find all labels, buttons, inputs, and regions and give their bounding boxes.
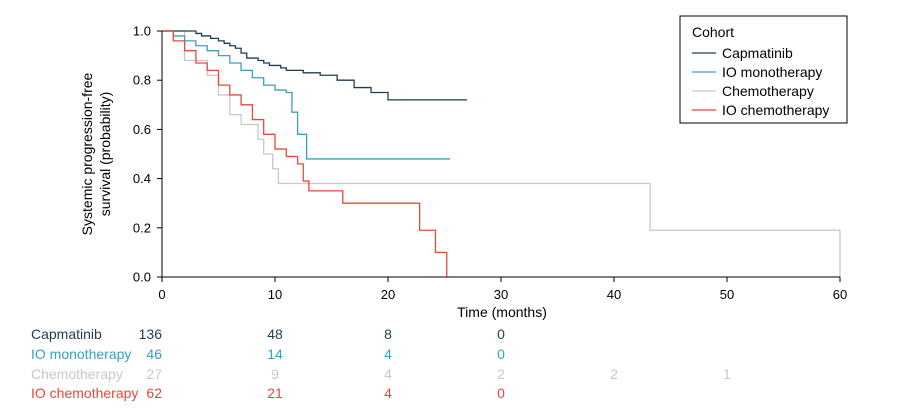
x-tick-label: 50 (720, 287, 734, 302)
legend: Cohort Capmatinib IO monotherapy Chemothera… (679, 15, 848, 124)
risk-count: 0 (497, 326, 505, 342)
x-tick-label: 30 (494, 287, 508, 302)
axes: 0 10 20 30 40 50 60 0.0 0.2 0.4 0.6 0.8 1.0 Time (mon… (79, 24, 847, 321)
legend-box (679, 15, 848, 124)
legend-entry-label: IO chemotherapy (722, 102, 829, 118)
risk-count: 14 (267, 346, 283, 362)
risk-count: 46 (146, 346, 162, 362)
x-axis-title: Time (months) (457, 304, 547, 320)
risk-count: 62 (146, 385, 162, 401)
y-tick-label: 0.4 (133, 171, 151, 186)
risk-count: 27 (146, 366, 162, 382)
risk-row-label: IO chemotherapy (31, 385, 138, 401)
risk-count: 136 (139, 326, 163, 342)
risk-row-label: IO monotherapy (31, 346, 131, 362)
curve-io-monotherapy (162, 30, 451, 160)
y-axis-title-line2: survival (probability) (97, 92, 113, 216)
x-tick-label: 40 (607, 287, 621, 302)
x-tick-label: 20 (381, 287, 395, 302)
risk-count: 4 (384, 385, 392, 401)
risk-count: 48 (267, 326, 283, 342)
risk-row-label: Capmatinib (31, 326, 102, 342)
legend-entry-label: IO monotherapy (722, 64, 822, 80)
risk-row-label: Chemotherapy (31, 366, 123, 382)
y-tick-label: 0.6 (133, 122, 151, 137)
y-tick-label: 0.0 (133, 270, 151, 285)
curve-capmatinib (162, 30, 468, 101)
x-tick-label: 10 (268, 287, 282, 302)
legend-title: Cohort (692, 24, 734, 40)
risk-table: Capmatinib 136 48 8 0IO monotherapy 46 14 4 0Che… (31, 326, 731, 401)
y-tick-label: 0.2 (133, 220, 151, 235)
risk-count: 4 (384, 346, 392, 362)
risk-count: 2 (610, 366, 618, 382)
risk-count: 0 (497, 385, 505, 401)
risk-count: 4 (384, 366, 392, 382)
x-tick-label: 0 (158, 287, 165, 302)
risk-count: 9 (271, 366, 279, 382)
plot-area (162, 30, 841, 277)
x-tick-label: 60 (833, 287, 847, 302)
risk-count: 0 (497, 346, 505, 362)
curve-io-chemotherapy (162, 30, 448, 277)
y-tick-label: 1.0 (133, 24, 151, 39)
legend-entry-label: Capmatinib (722, 45, 793, 61)
legend-entry-label: Chemotherapy (722, 83, 814, 99)
risk-count: 8 (384, 326, 392, 342)
y-tick-label: 0.8 (133, 73, 151, 88)
y-axis-title-line1: Systemic progression-free (79, 72, 95, 235)
risk-count: 2 (497, 366, 505, 382)
risk-count: 1 (723, 366, 731, 382)
risk-count: 21 (267, 385, 283, 401)
curve-chemotherapy (162, 30, 841, 277)
